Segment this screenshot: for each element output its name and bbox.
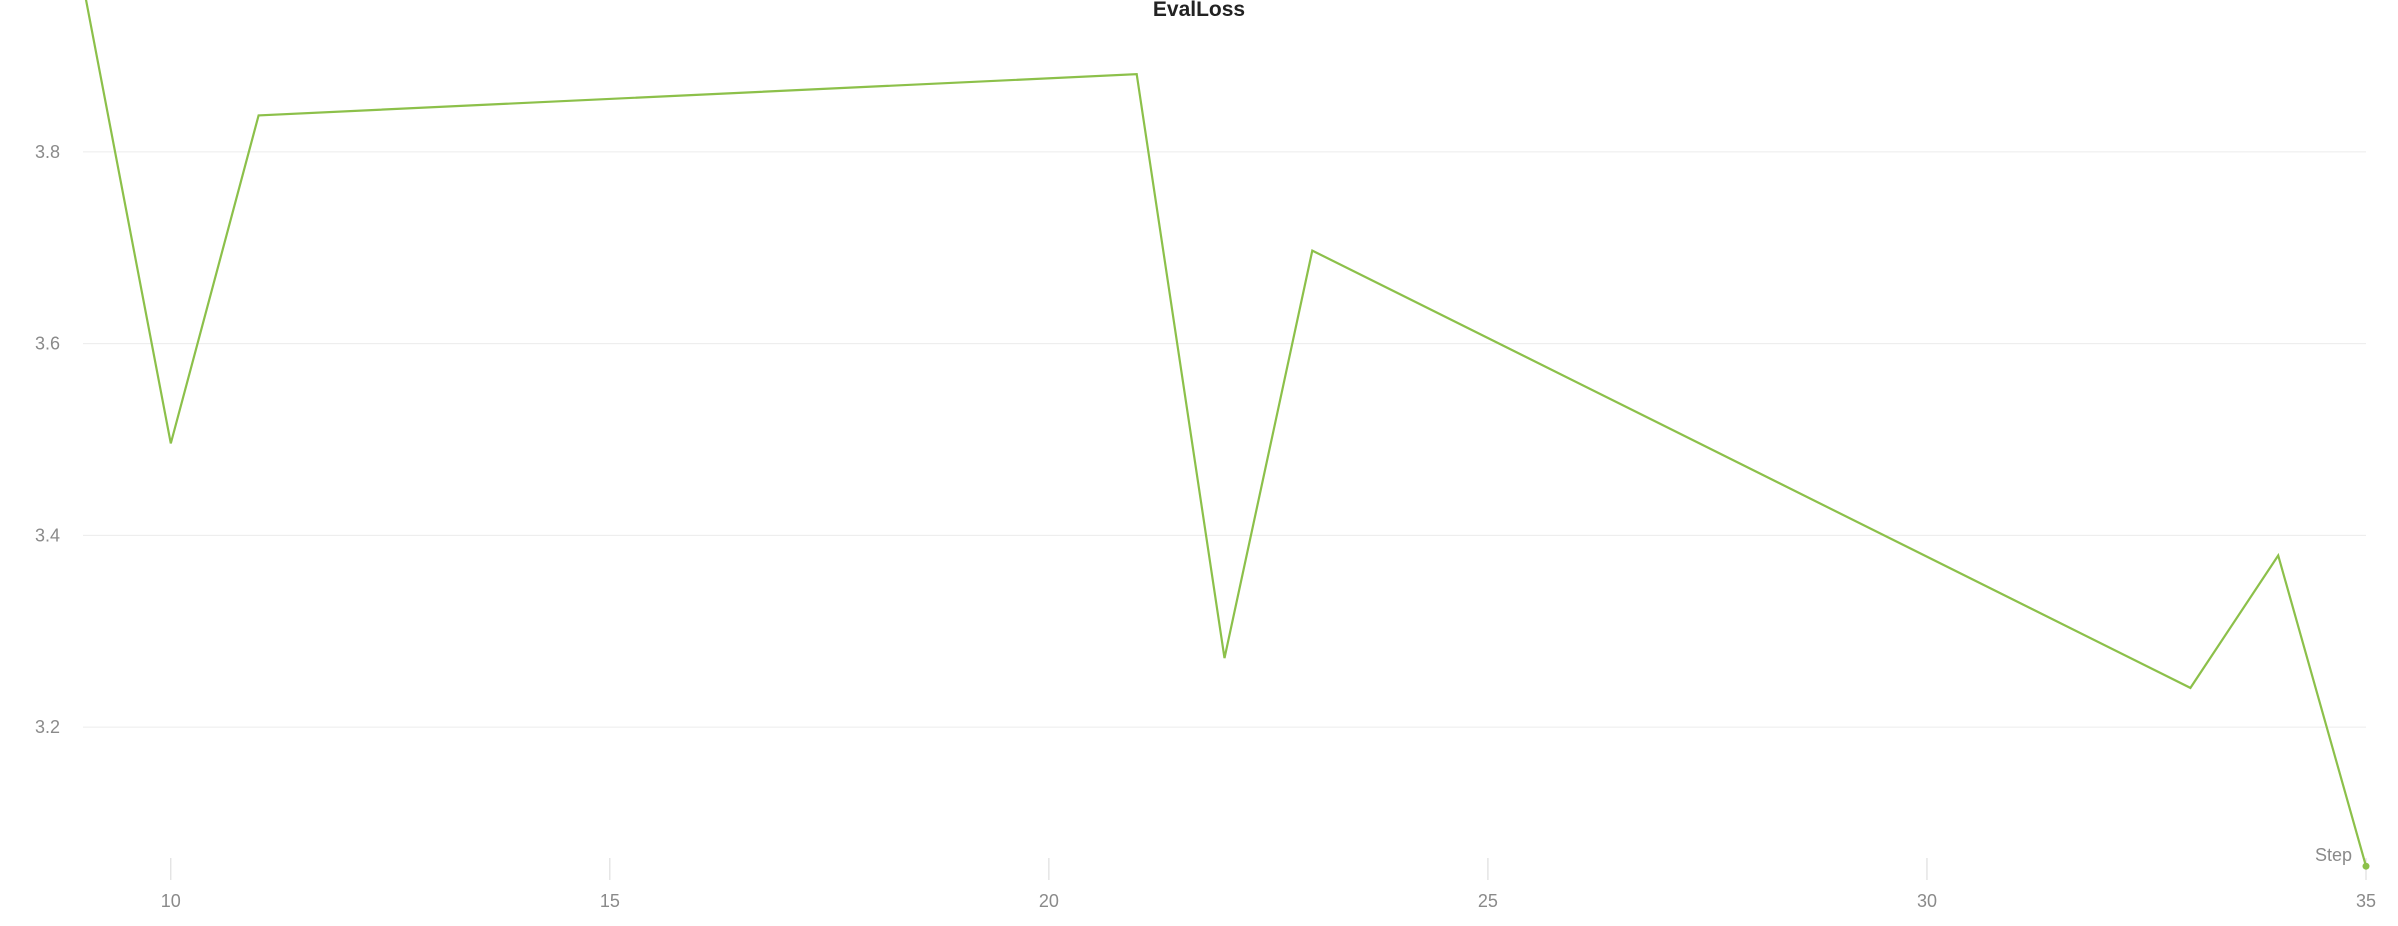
- x-tick-label: 30: [1917, 891, 1937, 911]
- y-axis: 3.2 3.4 3.6 3.8: [35, 142, 60, 737]
- data-point: [2362, 862, 2370, 870]
- series-layer: [84, 0, 2370, 870]
- y-tick-label: 3.4: [35, 525, 60, 545]
- x-tick-label: 35: [2356, 891, 2376, 911]
- grid-lines: [83, 151, 2366, 728]
- x-tick-label: 20: [1039, 891, 1059, 911]
- series-line: [84, 0, 2368, 867]
- x-tick-label: 15: [600, 891, 620, 911]
- y-tick-label: 3.2: [35, 717, 60, 737]
- x-tick-label: 10: [161, 891, 181, 911]
- y-tick-label: 3.8: [35, 142, 60, 162]
- x-axis: 10 15 20 25 30 35: [161, 858, 2376, 911]
- chart-title: EvalLoss: [1153, 0, 1245, 21]
- x-axis-label: Step: [2315, 845, 2352, 865]
- y-tick-label: 3.6: [35, 334, 60, 354]
- x-tick-label: 25: [1478, 891, 1498, 911]
